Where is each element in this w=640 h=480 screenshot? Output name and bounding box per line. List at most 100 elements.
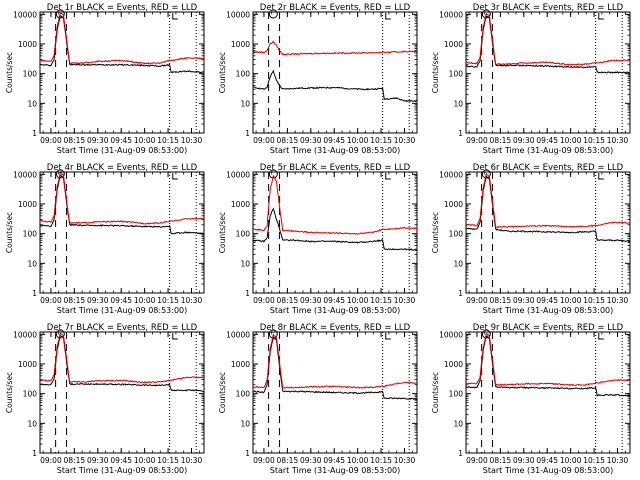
chart-panel-9: Det 9r BLACK = Events, RED = LLD 1 10 100 10…: [431, 323, 631, 475]
y-tick-label: 10000: [439, 170, 463, 179]
x-tick-label: 10:00: [347, 296, 369, 305]
chart-title: Det 1r BLACK = Events, RED = LLD: [47, 3, 198, 13]
x-tick-label: 10:00: [134, 296, 156, 305]
x-tick-label: 09:00: [253, 456, 275, 465]
x-tick-label: 10:15: [583, 456, 605, 465]
x-tick-label: 09:30: [300, 296, 322, 305]
y-tick-label: 10000: [226, 170, 250, 179]
x-tick-label: 10:15: [157, 456, 179, 465]
x-axis-label: Start Time (31-Aug-09 08:53:00): [483, 146, 614, 155]
series-line-lld: [466, 172, 630, 229]
y-tick-label: 100: [236, 70, 251, 79]
x-tick-label: 09:30: [513, 296, 535, 305]
x-tick-label: 09:00: [253, 296, 275, 305]
x-tick-label: 09:45: [110, 296, 132, 305]
chart-panel-3: Det 3r BLACK = Events, RED = LLD 1 10 100 10…: [431, 3, 631, 155]
l-marker: [385, 173, 391, 180]
x-tick-label: 09:45: [536, 456, 558, 465]
x-tick-label: 09:30: [300, 136, 322, 145]
chart-title: Det 9r BLACK = Events, RED = LLD: [473, 323, 624, 333]
y-axis-label: Counts/sec: [5, 212, 14, 253]
l-marker: [172, 13, 178, 20]
chart-title: Det 5r BLACK = Events, RED = LLD: [260, 163, 411, 173]
y-tick-label: 10000: [13, 330, 37, 339]
x-tick-label: 09:00: [466, 136, 488, 145]
l-marker: [385, 333, 391, 340]
x-tick-label: 09:30: [513, 456, 535, 465]
y-tick-label: 10000: [439, 10, 463, 19]
series-line-lld: [40, 332, 204, 384]
y-tick-label: 1: [32, 449, 37, 458]
chart-panel-6: Det 6r BLACK = Events, RED = LLD 1 10 100 10…: [431, 163, 631, 315]
y-axis-label: Counts/sec: [218, 372, 227, 413]
y-tick-label: 100: [449, 390, 464, 399]
series-line-events: [466, 175, 630, 243]
x-tick-label: 09:45: [323, 296, 345, 305]
x-tick-label: 08:15: [490, 296, 512, 305]
y-tick-label: 10: [453, 259, 463, 268]
y-axis-label: Counts/sec: [218, 52, 227, 93]
x-tick-label: 09:00: [40, 456, 62, 465]
plot-frame: [252, 171, 418, 294]
y-tick-label: 1000: [444, 360, 463, 369]
x-tick-label: 09:45: [536, 296, 558, 305]
chart-title: Det 6r BLACK = Events, RED = LLD: [473, 163, 624, 173]
y-tick-label: 1000: [18, 360, 37, 369]
x-tick-label: 09:45: [110, 456, 132, 465]
plot-frame: [465, 331, 631, 454]
x-tick-label: 10:15: [370, 136, 392, 145]
l-marker: [172, 333, 178, 340]
x-tick-label: 09:30: [87, 136, 109, 145]
x-tick-label: 10:30: [181, 296, 203, 305]
x-tick-label: 10:15: [157, 136, 179, 145]
x-tick-label: 08:15: [64, 136, 86, 145]
circle-marker: [55, 169, 65, 179]
y-tick-label: 10: [453, 99, 463, 108]
x-axis-label: Start Time (31-Aug-09 08:53:00): [57, 466, 188, 475]
y-tick-label: 1000: [18, 200, 37, 209]
x-axis-label: Start Time (31-Aug-09 08:53:00): [483, 306, 614, 315]
y-tick-label: 1000: [18, 40, 37, 49]
y-axis-label: Counts/sec: [5, 372, 14, 413]
x-tick-label: 09:00: [466, 296, 488, 305]
series-line-lld: [466, 333, 630, 387]
x-tick-label: 10:30: [181, 456, 203, 465]
y-tick-label: 1000: [231, 360, 250, 369]
chart-title: Det 2r BLACK = Events, RED = LLD: [260, 3, 411, 13]
series-line-events: [253, 207, 417, 252]
x-tick-label: 10:15: [370, 296, 392, 305]
x-tick-label: 10:30: [394, 456, 416, 465]
chart-panel-2: Det 2r BLACK = Events, RED = LLD 1 10 100 10…: [218, 3, 418, 155]
l-marker: [598, 173, 604, 180]
y-axis-label: Counts/sec: [218, 212, 227, 253]
y-tick-label: 10000: [13, 170, 37, 179]
x-tick-label: 08:15: [277, 296, 299, 305]
plot-frame: [39, 171, 205, 294]
x-tick-label: 10:00: [560, 136, 582, 145]
series-line-lld: [253, 333, 417, 389]
circle-marker: [55, 329, 65, 339]
x-tick-label: 10:30: [607, 456, 629, 465]
series-line-lld: [466, 12, 630, 66]
x-axis-label: Start Time (31-Aug-09 08:53:00): [270, 146, 401, 155]
x-tick-label: 10:15: [370, 456, 392, 465]
y-tick-label: 100: [23, 390, 38, 399]
y-tick-label: 1: [245, 449, 250, 458]
x-tick-label: 08:15: [277, 456, 299, 465]
y-tick-label: 100: [23, 70, 38, 79]
x-tick-label: 10:30: [607, 136, 629, 145]
y-tick-label: 1: [458, 449, 463, 458]
circle-marker: [268, 9, 278, 19]
x-tick-label: 09:30: [513, 136, 535, 145]
x-tick-label: 09:30: [87, 456, 109, 465]
y-tick-label: 10: [240, 99, 250, 108]
y-tick-label: 1000: [231, 40, 250, 49]
y-tick-label: 1000: [231, 200, 250, 209]
x-tick-label: 09:00: [40, 296, 62, 305]
y-tick-label: 10: [240, 259, 250, 268]
y-tick-label: 10: [27, 419, 37, 428]
series-line-events: [253, 69, 417, 103]
y-axis-label: Counts/sec: [5, 52, 14, 93]
series-line-lld: [253, 40, 417, 56]
